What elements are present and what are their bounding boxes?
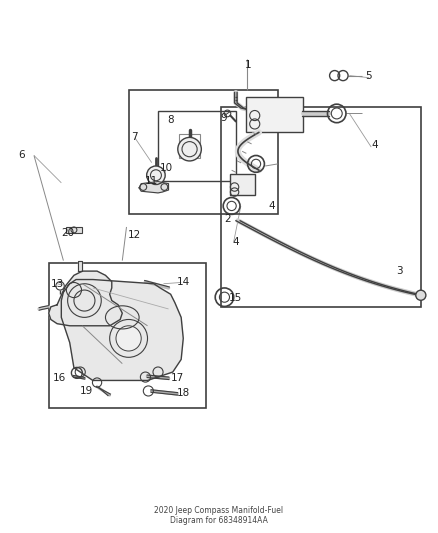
Circle shape	[147, 166, 165, 184]
Bar	[158, 111, 236, 181]
Text: 20: 20	[61, 228, 74, 238]
Bar	[179, 134, 200, 158]
Text: 2: 2	[224, 214, 231, 223]
Bar	[66, 227, 82, 233]
Bar	[230, 174, 255, 196]
Text: 4: 4	[233, 237, 239, 247]
Text: 2020 Jeep Compass Manifold-Fuel
Diagram for 68348914AA: 2020 Jeep Compass Manifold-Fuel Diagram …	[155, 506, 283, 525]
Polygon shape	[78, 261, 82, 271]
Text: 9: 9	[220, 112, 226, 123]
Circle shape	[178, 138, 201, 161]
Text: 11: 11	[145, 176, 159, 185]
Polygon shape	[49, 271, 122, 326]
Text: 14: 14	[177, 277, 190, 287]
Text: 16: 16	[53, 373, 66, 383]
Text: 4: 4	[371, 140, 378, 150]
Text: 10: 10	[160, 163, 173, 173]
Circle shape	[116, 326, 141, 351]
Text: 17: 17	[170, 373, 184, 383]
Text: 5: 5	[365, 70, 371, 80]
Polygon shape	[61, 279, 183, 381]
Text: 15: 15	[229, 294, 243, 303]
Bar	[246, 96, 303, 132]
Text: 19: 19	[80, 386, 93, 396]
Text: 8: 8	[167, 115, 174, 125]
Text: 3: 3	[396, 266, 403, 276]
Polygon shape	[139, 182, 169, 193]
Bar	[49, 263, 206, 408]
Text: 18: 18	[177, 388, 190, 398]
Text: 4: 4	[268, 201, 275, 211]
Text: 1: 1	[245, 60, 252, 70]
Text: 6: 6	[18, 150, 25, 160]
Circle shape	[416, 290, 426, 300]
Text: 13: 13	[50, 279, 64, 289]
Bar	[129, 90, 278, 214]
Text: 12: 12	[128, 230, 141, 240]
Text: 7: 7	[131, 132, 138, 142]
Bar	[221, 107, 421, 307]
